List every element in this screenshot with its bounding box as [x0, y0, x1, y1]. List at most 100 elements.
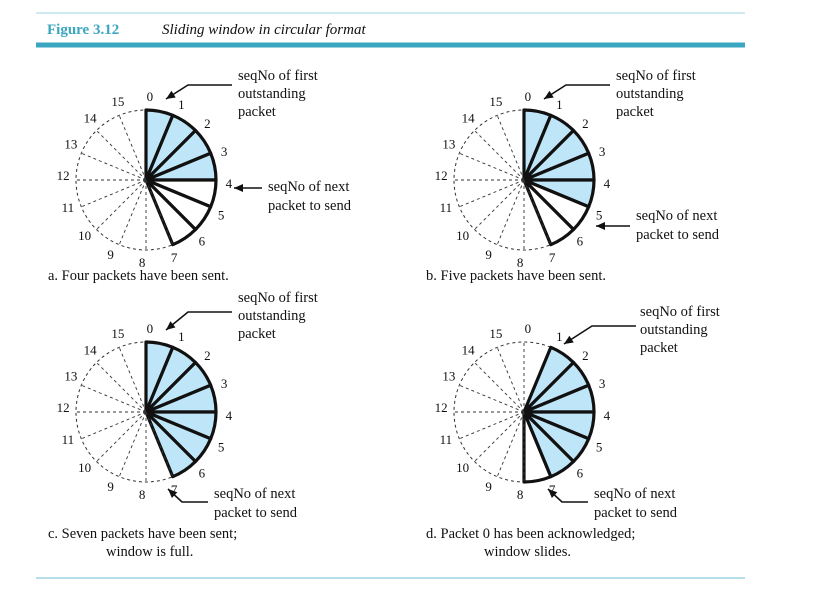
window-segment-7 — [522, 410, 553, 484]
first-outstanding-label: outstanding — [238, 308, 306, 324]
panel-caption: c. Seven packets have been sent; — [48, 526, 237, 542]
seq-number-15: 15 — [489, 94, 502, 109]
seq-number-6: 6 — [577, 465, 584, 480]
seq-number-15: 15 — [111, 94, 124, 109]
seq-number-2: 2 — [204, 348, 211, 363]
panel-caption: window slides. — [484, 544, 571, 560]
seq-number-3: 3 — [599, 376, 606, 391]
seq-number-12: 12 — [435, 168, 448, 183]
first-outstanding-arrow — [165, 311, 232, 331]
seq-number-7: 7 — [171, 250, 178, 265]
seq-number-3: 3 — [221, 144, 228, 159]
next-to-send-label: seqNo of next — [268, 179, 349, 195]
window-segment-6 — [522, 178, 576, 247]
figure-label: Figure 3.12 — [47, 22, 119, 38]
seq-number-12: 12 — [57, 168, 70, 183]
seq-number-7: 7 — [171, 482, 178, 497]
first-outstanding-label: packet — [616, 104, 654, 120]
seq-number-3: 3 — [221, 376, 228, 391]
panel-caption: a. Four packets have been sent. — [48, 268, 229, 284]
figure-title: Sliding window in circular format — [162, 22, 366, 38]
seq-number-0: 0 — [147, 89, 154, 104]
seq-number-5: 5 — [596, 439, 603, 454]
seq-number-10: 10 — [456, 460, 469, 475]
seq-number-1: 1 — [178, 97, 185, 112]
seq-number-8: 8 — [517, 255, 524, 270]
seq-number-14: 14 — [462, 111, 476, 126]
seq-number-2: 2 — [582, 348, 589, 363]
seq-number-14: 14 — [84, 343, 98, 358]
first-outstanding-arrowhead — [166, 90, 176, 99]
radial-dashed-10 — [96, 179, 147, 230]
first-outstanding-label: seqNo of first — [238, 68, 318, 84]
first-outstanding-label: packet — [640, 340, 678, 356]
first-outstanding-label: packet — [238, 104, 276, 120]
radial-dashed-14 — [474, 130, 525, 181]
first-outstanding-label: seqNo of first — [238, 290, 318, 306]
radial-dashed-14 — [96, 362, 147, 413]
seq-number-4: 4 — [604, 176, 611, 191]
seq-number-6: 6 — [199, 465, 206, 480]
next-to-send-label: packet to send — [594, 505, 678, 521]
seq-number-7: 7 — [549, 482, 556, 497]
window-segment-6 — [144, 410, 198, 479]
first-outstanding-arrow — [543, 84, 610, 100]
next-to-send-label: packet to send — [214, 505, 298, 521]
seq-number-10: 10 — [456, 228, 469, 243]
seq-number-13: 13 — [442, 137, 455, 152]
next-to-send-label: seqNo of next — [594, 486, 675, 502]
seq-number-0: 0 — [525, 321, 532, 336]
first-outstanding-arrowhead — [564, 335, 574, 344]
seq-number-2: 2 — [204, 116, 211, 131]
seq-number-15: 15 — [111, 326, 124, 341]
seq-number-11: 11 — [62, 200, 75, 215]
next-to-send-arrowhead — [548, 489, 558, 499]
radial-dashed-10 — [96, 411, 147, 462]
seq-number-5: 5 — [218, 207, 225, 222]
next-to-send-arrowhead — [168, 489, 178, 499]
first-outstanding-label: packet — [238, 326, 276, 342]
next-to-send-label: seqNo of next — [636, 208, 717, 224]
next-to-send-label: packet to send — [636, 227, 720, 243]
seq-number-12: 12 — [57, 400, 70, 415]
seq-number-7: 7 — [549, 250, 556, 265]
next-to-send-arrowhead — [596, 222, 605, 230]
first-outstanding-label: seqNo of first — [616, 68, 696, 84]
radial-dashed-14 — [474, 362, 525, 413]
seq-number-4: 4 — [604, 408, 611, 423]
seq-number-13: 13 — [64, 137, 77, 152]
window-segment-6 — [144, 178, 198, 247]
first-outstanding-arrowhead — [166, 321, 176, 330]
seq-number-1: 1 — [556, 97, 563, 112]
first-outstanding-label: outstanding — [640, 322, 708, 338]
seq-number-5: 5 — [596, 207, 603, 222]
seq-number-14: 14 — [84, 111, 98, 126]
seq-number-0: 0 — [525, 89, 532, 104]
seq-number-14: 14 — [462, 343, 476, 358]
seq-number-12: 12 — [435, 400, 448, 415]
seq-number-2: 2 — [582, 116, 589, 131]
seq-number-11: 11 — [62, 432, 75, 447]
first-outstanding-label: outstanding — [616, 86, 684, 102]
first-outstanding-arrow — [165, 84, 232, 100]
seq-number-1: 1 — [556, 329, 563, 344]
radial-dashed-10 — [474, 411, 525, 462]
seq-number-5: 5 — [218, 439, 225, 454]
panel-caption: d. Packet 0 has been acknowledged; — [426, 526, 635, 542]
seq-number-0: 0 — [147, 321, 154, 336]
seq-number-6: 6 — [577, 233, 584, 248]
seq-number-13: 13 — [442, 369, 455, 384]
seq-number-4: 4 — [226, 408, 233, 423]
seq-number-10: 10 — [78, 460, 91, 475]
seq-number-10: 10 — [78, 228, 91, 243]
seq-number-9: 9 — [485, 247, 492, 262]
seq-number-11: 11 — [440, 200, 453, 215]
panel-caption: b. Five packets have been sent. — [426, 268, 606, 284]
first-outstanding-label: seqNo of first — [640, 304, 720, 320]
seq-number-4: 4 — [226, 176, 233, 191]
seq-number-8: 8 — [139, 255, 146, 270]
seq-number-9: 9 — [107, 479, 114, 494]
